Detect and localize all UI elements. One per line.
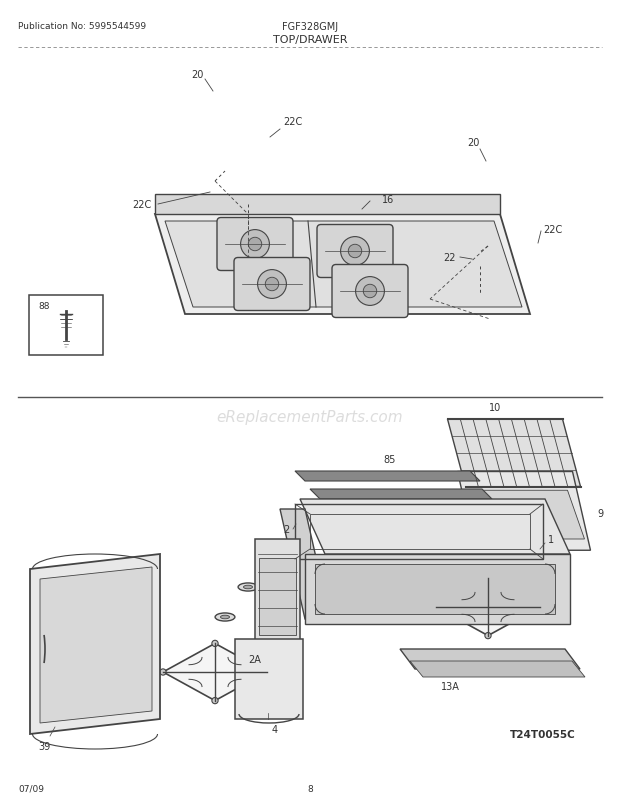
- Text: FGF328GMJ: FGF328GMJ: [282, 22, 338, 32]
- Text: 20: 20: [191, 70, 203, 80]
- Polygon shape: [255, 539, 300, 647]
- Polygon shape: [458, 472, 590, 550]
- Text: 22C: 22C: [543, 225, 562, 235]
- Polygon shape: [400, 649, 580, 669]
- Polygon shape: [295, 472, 480, 481]
- Polygon shape: [305, 554, 570, 624]
- FancyBboxPatch shape: [259, 558, 296, 635]
- Circle shape: [348, 245, 361, 258]
- Circle shape: [160, 669, 166, 675]
- Text: 20: 20: [467, 138, 479, 148]
- FancyBboxPatch shape: [317, 225, 393, 278]
- Polygon shape: [280, 509, 330, 619]
- FancyBboxPatch shape: [234, 258, 310, 311]
- Circle shape: [485, 576, 491, 581]
- Text: 88: 88: [38, 302, 50, 310]
- Text: 85: 85: [384, 455, 396, 464]
- Circle shape: [485, 633, 491, 639]
- Polygon shape: [30, 554, 160, 734]
- Text: 10: 10: [489, 403, 501, 412]
- Polygon shape: [155, 215, 530, 314]
- Text: eReplacementParts.com: eReplacementParts.com: [216, 410, 404, 425]
- Ellipse shape: [476, 538, 484, 542]
- Polygon shape: [155, 195, 500, 215]
- Polygon shape: [40, 567, 152, 723]
- Ellipse shape: [470, 537, 490, 545]
- Polygon shape: [315, 565, 555, 614]
- Circle shape: [241, 230, 270, 259]
- Text: T24T0055C: T24T0055C: [510, 729, 576, 739]
- Polygon shape: [467, 491, 585, 539]
- Polygon shape: [165, 221, 522, 308]
- Polygon shape: [436, 579, 540, 636]
- Circle shape: [537, 604, 543, 610]
- Text: 16: 16: [382, 195, 394, 205]
- Text: 07/09: 07/09: [18, 784, 44, 793]
- Ellipse shape: [215, 614, 235, 622]
- Ellipse shape: [221, 615, 229, 619]
- Text: 8: 8: [307, 784, 313, 793]
- Polygon shape: [310, 489, 492, 500]
- FancyBboxPatch shape: [217, 218, 293, 271]
- Text: Publication No: 5995544599: Publication No: 5995544599: [18, 22, 146, 31]
- Polygon shape: [235, 639, 303, 719]
- Circle shape: [340, 237, 370, 266]
- FancyBboxPatch shape: [332, 265, 408, 318]
- Ellipse shape: [244, 585, 252, 589]
- Circle shape: [212, 698, 218, 704]
- FancyBboxPatch shape: [29, 296, 103, 355]
- Text: TOP/DRAWER: TOP/DRAWER: [273, 35, 347, 45]
- Text: 39: 39: [38, 741, 50, 751]
- Text: 2: 2: [284, 525, 290, 534]
- Polygon shape: [300, 500, 570, 554]
- Text: 22C: 22C: [132, 200, 151, 210]
- Text: 1: 1: [548, 534, 554, 545]
- Polygon shape: [448, 419, 580, 487]
- Circle shape: [264, 669, 270, 675]
- Circle shape: [433, 604, 439, 610]
- Text: 22: 22: [443, 253, 456, 263]
- Circle shape: [212, 641, 218, 646]
- Circle shape: [248, 238, 262, 252]
- Circle shape: [265, 278, 279, 291]
- Text: 4: 4: [272, 724, 278, 734]
- Text: 22C: 22C: [283, 117, 303, 127]
- Circle shape: [363, 285, 377, 298]
- Text: 13A: 13A: [441, 681, 459, 691]
- Circle shape: [356, 277, 384, 306]
- Ellipse shape: [238, 583, 258, 591]
- Polygon shape: [410, 661, 585, 677]
- Text: 2A: 2A: [249, 654, 262, 664]
- Circle shape: [257, 270, 286, 299]
- Text: 9: 9: [598, 508, 604, 518]
- Polygon shape: [163, 643, 267, 701]
